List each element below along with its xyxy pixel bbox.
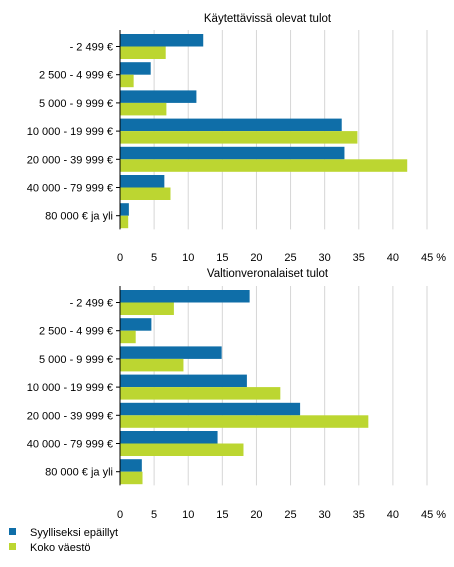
legend: Syylliseksi epäillyt Koko väestö: [9, 527, 118, 554]
x-tick-label: 15: [216, 509, 228, 521]
x-tick-label: 25: [284, 252, 296, 264]
bar-series2: [120, 46, 166, 59]
chart-panel-1: Käytettävissä olevat tulot 0 5 10 15 20 25 30 35…: [27, 13, 447, 264]
bar-series1: [120, 402, 301, 416]
legend-label-series2: Koko väestö: [30, 542, 91, 554]
bar-series1: [120, 62, 151, 75]
chart-panels: Käytettävissä olevat tulot 0 5 10 15 20 25 30 35…: [27, 13, 447, 521]
bar-series2: [120, 215, 129, 229]
bar-series1: [120, 346, 222, 359]
legend-label-series1: Syylliseksi epäillyt: [30, 527, 118, 539]
chart-title: Käytettävissä olevat tulot: [204, 13, 332, 25]
bar-series1: [120, 374, 247, 388]
bar-series2: [120, 358, 184, 372]
legend-swatch-series1: [9, 528, 16, 535]
bar-series1: [120, 34, 204, 47]
category-label: - 2 499 €: [70, 42, 113, 54]
x-tick-label: 45 %: [421, 509, 446, 521]
bar-series1: [120, 431, 218, 444]
x-tick-label: 5: [151, 252, 157, 264]
bar-series1: [120, 118, 342, 132]
category-label: 20 000 - 39 999 €: [27, 154, 113, 166]
x-tick-label: 45 %: [421, 252, 446, 264]
bar-series1: [120, 203, 129, 216]
x-tick-label: 10: [182, 509, 194, 521]
category-label: 10 000 - 19 999 €: [27, 382, 113, 394]
chart-title: Valtionveronalaiset tulot: [207, 268, 329, 280]
legend-swatch-series2: [9, 543, 16, 550]
category-label: 5 000 - 9 999 €: [39, 354, 113, 366]
category-label: 80 000 € ja yli: [45, 467, 113, 479]
category-label: 2 500 - 4 999 €: [39, 326, 113, 338]
x-tick-label: 30: [319, 252, 331, 264]
x-tick-label: 0: [117, 252, 123, 264]
bar-series2: [120, 74, 134, 88]
x-tick-label: 20: [250, 252, 262, 264]
x-tick-label: 15: [216, 252, 228, 264]
bar-series2: [120, 131, 358, 144]
category-label: 20 000 - 39 999 €: [27, 410, 113, 422]
bar-series1: [120, 146, 345, 160]
x-tick-label: 40: [387, 509, 399, 521]
chart-panel-2: Valtionveronalaiset tulot 0 5 10 15 20 25 30 35 4…: [27, 268, 447, 521]
x-tick-label: 30: [319, 509, 331, 521]
x-tick-label: 25: [284, 509, 296, 521]
category-label: 40 000 - 79 999 €: [27, 183, 113, 195]
x-tick-label: 35: [353, 252, 365, 264]
bar-series2: [120, 387, 281, 400]
category-label: 2 500 - 4 999 €: [39, 70, 113, 82]
x-tick-label: 35: [353, 509, 365, 521]
category-label: 10 000 - 19 999 €: [27, 126, 113, 138]
x-tick-label: 20: [250, 509, 262, 521]
x-tick-label: 0: [117, 509, 123, 521]
bar-series2: [120, 102, 167, 116]
category-label: 40 000 - 79 999 €: [27, 439, 113, 451]
bar-series1: [120, 459, 142, 472]
bar-series2: [120, 443, 244, 456]
x-tick-label: 40: [387, 252, 399, 264]
x-tick-label: 5: [151, 509, 157, 521]
bar-series2: [120, 302, 174, 315]
bar-series2: [120, 471, 143, 485]
bar-series1: [120, 175, 165, 188]
bar-series2: [120, 159, 408, 172]
bar-series1: [120, 290, 250, 303]
category-label: 5 000 - 9 999 €: [39, 98, 113, 110]
bar-series1: [120, 318, 152, 331]
category-label: 80 000 € ja yli: [45, 211, 113, 223]
bar-series2: [120, 187, 171, 200]
bar-series2: [120, 330, 136, 344]
x-tick-label: 10: [182, 252, 194, 264]
bar-series2: [120, 415, 369, 428]
category-label: - 2 499 €: [70, 298, 113, 310]
bar-series1: [120, 90, 197, 103]
